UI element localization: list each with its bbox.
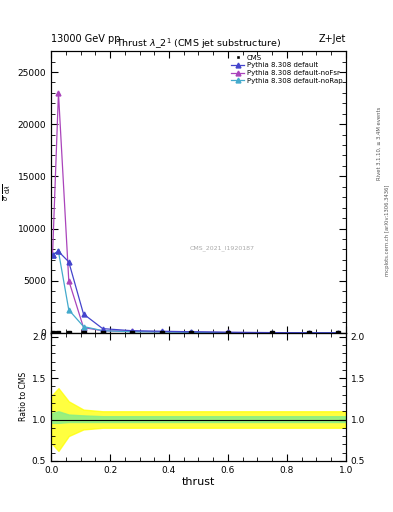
Pythia 8.308 default [66, 259, 71, 265]
CMS [81, 330, 86, 336]
CMS [56, 330, 61, 336]
Y-axis label: Ratio to CMS: Ratio to CMS [19, 372, 28, 421]
Text: CMS_2021_I1920187: CMS_2021_I1920187 [189, 245, 255, 251]
X-axis label: thrust: thrust [182, 477, 215, 487]
Pythia 8.308 default-noFsr [130, 328, 134, 334]
Pythia 8.308 default [56, 248, 61, 254]
Text: 13000 GeV pp: 13000 GeV pp [51, 33, 121, 44]
Line: CMS: CMS [50, 331, 341, 335]
Pythia 8.308 default-noRap [189, 329, 193, 335]
CMS [189, 330, 193, 336]
Pythia 8.308 default-noFsr [66, 278, 71, 284]
Pythia 8.308 default [159, 328, 164, 334]
Pythia 8.308 default-noRap [336, 330, 341, 336]
Pythia 8.308 default-noRap [56, 248, 61, 254]
Pythia 8.308 default-noRap [81, 324, 86, 330]
Text: mcplots.cern.ch [arXiv:1306.3436]: mcplots.cern.ch [arXiv:1306.3436] [385, 185, 389, 276]
Line: Pythia 8.308 default: Pythia 8.308 default [50, 249, 341, 335]
CMS [159, 330, 164, 336]
Pythia 8.308 default-noFsr [189, 329, 193, 335]
Pythia 8.308 default-noFsr [81, 325, 86, 331]
CMS [307, 330, 311, 336]
Pythia 8.308 default-noRap [66, 307, 71, 313]
Pythia 8.308 default-noFsr [226, 329, 230, 335]
Pythia 8.308 default-noFsr [50, 251, 55, 258]
Pythia 8.308 default [100, 326, 105, 332]
Legend: CMS, Pythia 8.308 default, Pythia 8.308 default-noFsr, Pythia 8.308 default-noRa: CMS, Pythia 8.308 default, Pythia 8.308 … [230, 53, 344, 86]
Pythia 8.308 default-noFsr [56, 90, 61, 96]
CMS [130, 330, 134, 336]
Line: Pythia 8.308 default-noRap: Pythia 8.308 default-noRap [50, 249, 341, 335]
Title: Thrust $\lambda$_2$^1$ (CMS jet substructure): Thrust $\lambda$_2$^1$ (CMS jet substruc… [116, 36, 281, 51]
Pythia 8.308 default-noRap [307, 330, 311, 336]
Pythia 8.308 default [130, 328, 134, 334]
Line: Pythia 8.308 default-noFsr: Pythia 8.308 default-noFsr [50, 91, 341, 335]
Text: Rivet 3.1.10, ≥ 3.4M events: Rivet 3.1.10, ≥ 3.4M events [377, 106, 382, 180]
CMS [50, 330, 55, 336]
Pythia 8.308 default-noRap [159, 329, 164, 335]
Text: Z+Jet: Z+Jet [318, 33, 346, 44]
Pythia 8.308 default-noRap [130, 329, 134, 335]
CMS [226, 330, 230, 336]
Pythia 8.308 default-noRap [50, 251, 55, 258]
Pythia 8.308 default-noRap [226, 330, 230, 336]
CMS [66, 330, 71, 336]
Pythia 8.308 default [307, 330, 311, 336]
Pythia 8.308 default-noFsr [159, 329, 164, 335]
Pythia 8.308 default-noFsr [100, 328, 105, 334]
Y-axis label: $\frac{1}{\sigma}\,\frac{\mathrm{d}\sigma}{\mathrm{d}\lambda}$: $\frac{1}{\sigma}\,\frac{\mathrm{d}\sigm… [0, 183, 13, 201]
Pythia 8.308 default-noRap [270, 330, 275, 336]
Pythia 8.308 default [270, 330, 275, 336]
CMS [336, 330, 341, 336]
Pythia 8.308 default-noFsr [307, 330, 311, 336]
CMS [100, 330, 105, 336]
Pythia 8.308 default-noRap [100, 328, 105, 334]
CMS [270, 330, 275, 336]
Pythia 8.308 default [226, 329, 230, 335]
Pythia 8.308 default-noFsr [270, 330, 275, 336]
Pythia 8.308 default [50, 251, 55, 258]
Pythia 8.308 default [189, 329, 193, 335]
Pythia 8.308 default-noFsr [336, 330, 341, 336]
Pythia 8.308 default [81, 311, 86, 317]
Pythia 8.308 default [336, 330, 341, 336]
